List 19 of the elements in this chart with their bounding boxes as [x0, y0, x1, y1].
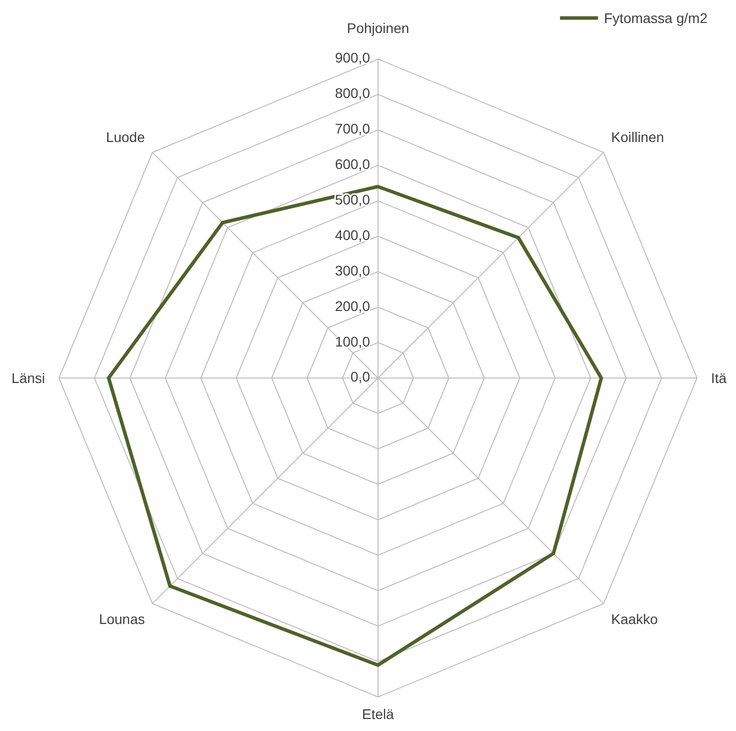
spoke-label: Länsi: [12, 370, 45, 386]
legend-label: Fytomassa g/m2: [604, 10, 708, 26]
y-tick-label: 800,0: [334, 85, 370, 102]
y-tick-label: 900,0: [334, 50, 370, 66]
spoke-label: Etelä: [362, 706, 394, 722]
y-tick-label: 600,0: [334, 156, 370, 172]
spoke-label: Koillinen: [611, 128, 664, 145]
spoke-label: Kaakko: [611, 611, 658, 628]
y-tick-label: 100,0: [334, 333, 370, 350]
y-tick-label: 500,0: [334, 191, 370, 208]
spoke-label: Itä: [711, 370, 727, 386]
y-tick-label: 700,0: [334, 120, 370, 137]
y-tick-label: 0,0: [350, 368, 370, 385]
y-tick-label: 300,0: [334, 262, 370, 278]
y-tick-label: 200,0: [334, 298, 370, 314]
spoke-label: Luode: [106, 128, 146, 145]
y-tick-label: 400,0: [334, 226, 370, 243]
spoke-label: Lounas: [98, 611, 145, 628]
spoke-label: Pohjoinen: [346, 20, 410, 36]
